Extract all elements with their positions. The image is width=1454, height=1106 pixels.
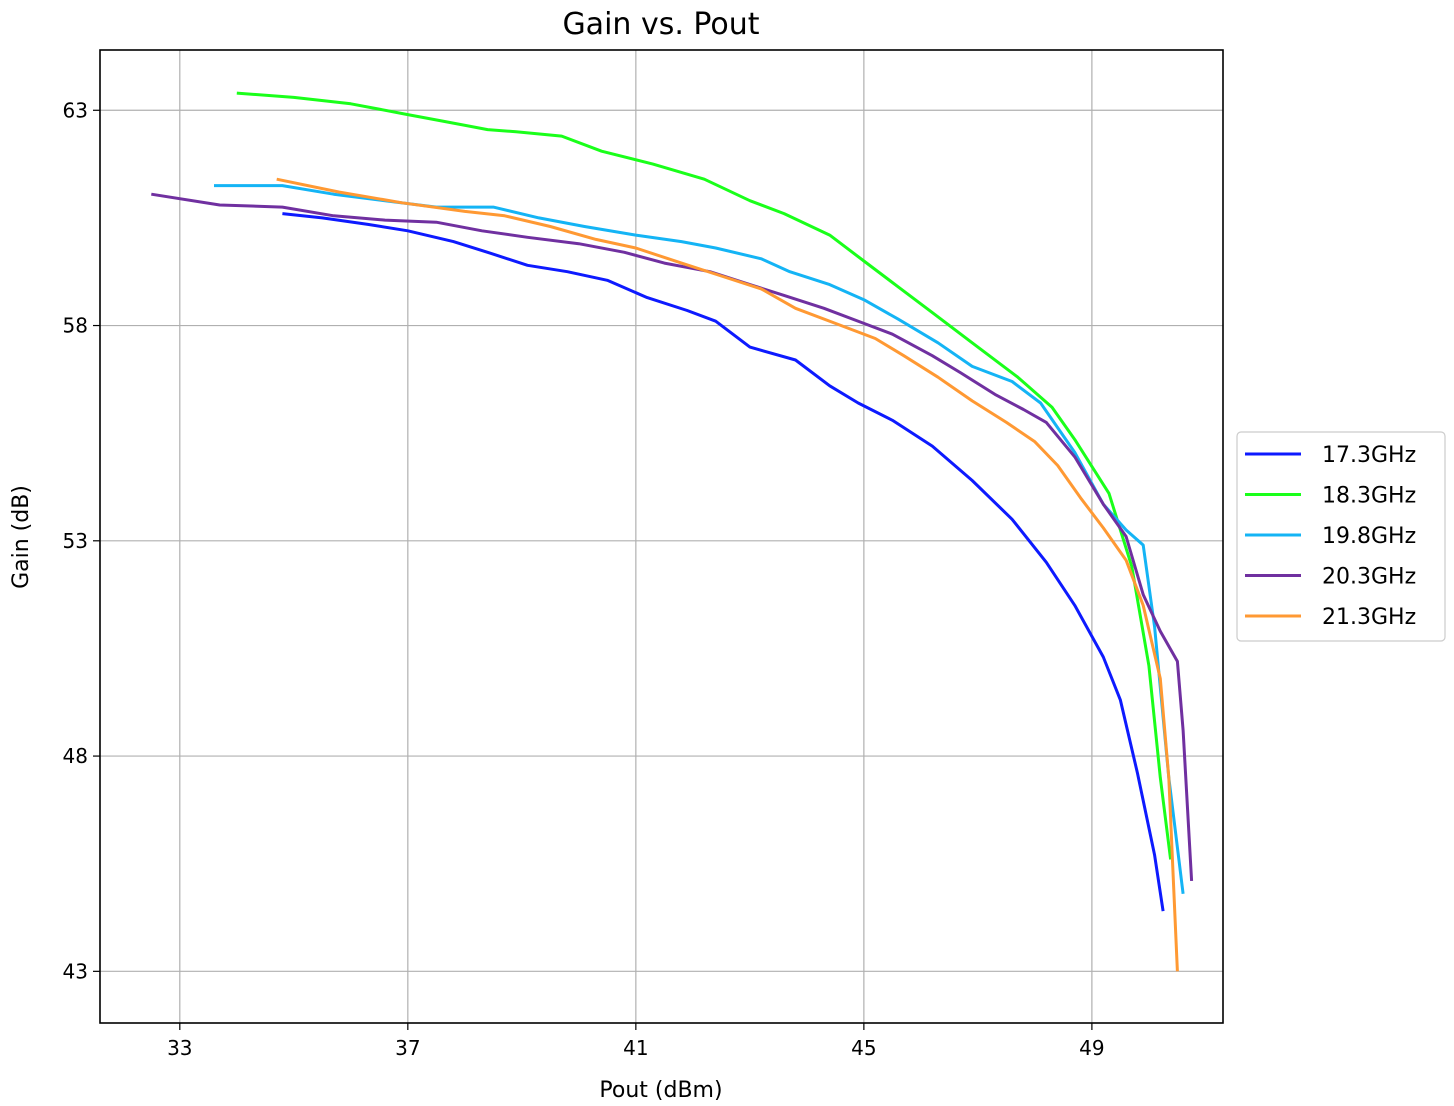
legend: 17.3GHz 18.3GHz 19.8GHz 20.3GHz 21.3GHz [1236,431,1446,642]
series-line-17.3GHz [282,212,1165,912]
x-tick-label: 33 [167,1036,192,1060]
y-tick-label: 53 [63,529,88,553]
legend-label: 20.3GHz [1322,565,1416,590]
x-tick-label: 41 [623,1036,648,1060]
x-tick-label: 45 [851,1036,876,1060]
grid [100,50,1223,1023]
x-tick-label: 49 [1079,1036,1104,1060]
series-line-18.3GHz [236,91,1173,860]
legend-label: 19.8GHz [1322,524,1416,549]
legend-label: 21.3GHz [1322,605,1416,630]
y-tick-label: 58 [63,314,88,338]
series-line-19.8GHz [214,184,1185,894]
y-tick-label: 48 [63,744,88,768]
series-lines [151,91,1194,972]
x-axis-label: Pout (dBm) [599,1078,722,1103]
plot-frame [99,49,1224,1024]
series-line-21.3GHz [276,177,1179,972]
series-line-20.3GHz [151,192,1194,881]
legend-label: 18.3GHz [1322,484,1416,509]
x-tick-label: 37 [395,1036,420,1060]
chart-title: Gain vs. Pout [562,7,759,42]
y-tick-label: 43 [63,959,88,983]
y-axis-label: Gain (dB) [9,485,34,589]
legend-label: 17.3GHz [1322,443,1416,468]
y-tick-label: 63 [63,98,88,122]
legend-box [1236,431,1446,642]
axis-ticks: 33 37 41 45 49 43 48 53 58 63 [63,98,1105,1060]
